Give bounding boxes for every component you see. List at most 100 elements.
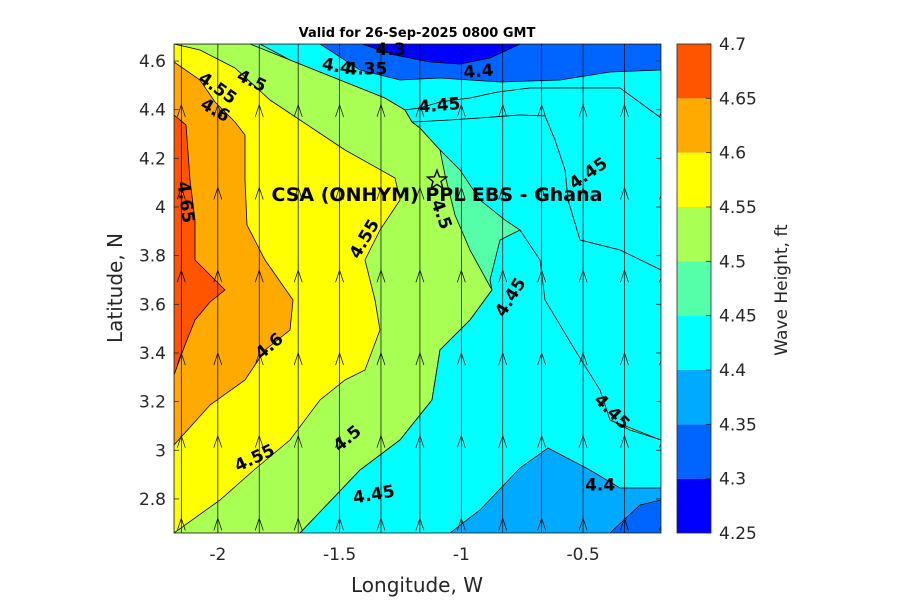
vector-arrowhead — [498, 103, 508, 117]
vector-arrowhead — [415, 186, 425, 200]
vector-arrowhead — [498, 269, 508, 283]
vector-arrowhead — [620, 103, 629, 117]
chart-title: Valid for 26-Sep-2025 0800 GMT — [299, 26, 536, 41]
vector-arrowhead — [213, 517, 223, 531]
colorbar-tick-label: 4.7 — [719, 35, 746, 55]
y-tick-label: 2.8 — [139, 490, 166, 510]
vector-arrowhead — [293, 517, 303, 531]
colorbar-tick-label: 4.6 — [719, 144, 746, 164]
vector-arrowhead — [176, 351, 186, 366]
x-tick-label: -0.5 — [566, 545, 599, 565]
vector-arrowhead — [176, 103, 186, 117]
y-tick-label: 4.4 — [139, 101, 166, 121]
vector-arrowhead — [176, 434, 186, 448]
plot-frame — [173, 43, 662, 534]
colorbar-tick-label: 4.4 — [719, 361, 746, 381]
colorbar-segment — [677, 424, 711, 479]
colorbar-segment — [677, 370, 711, 425]
vector-arrowhead — [456, 351, 466, 366]
colorbar-tick-label: 4.5 — [719, 252, 746, 272]
contour-fill-4.3-se — [609, 499, 661, 533]
y-tick-label: 4.2 — [139, 149, 166, 169]
vector-arrowhead — [176, 517, 186, 531]
vector-arrowhead — [415, 103, 425, 117]
colorbar-label: Wave Height, ft — [772, 224, 792, 356]
vector-arrowhead — [456, 103, 466, 117]
contour-label: 4.35 — [345, 59, 387, 79]
vector-arrowhead — [498, 351, 508, 366]
vector-arrowhead — [537, 186, 547, 200]
colorbar-segment — [677, 98, 711, 153]
y-tick-label: 3.6 — [139, 295, 166, 315]
vector-arrowhead — [537, 103, 547, 117]
colorbar-tick-label: 4.3 — [719, 470, 746, 490]
vector-arrowhead — [376, 434, 386, 448]
vector-arrowhead — [176, 186, 186, 200]
vector-arrowhead — [537, 434, 547, 448]
vector-arrowhead — [254, 517, 264, 531]
vector-arrowhead — [456, 269, 466, 283]
vector-arrowhead — [456, 434, 466, 448]
y-tick-label: 4.6 — [139, 52, 166, 72]
vector-arrowhead — [293, 351, 303, 366]
vector-arrowhead — [293, 103, 303, 117]
vector-arrowhead — [254, 269, 264, 283]
y-tick-label: 3 — [155, 441, 166, 461]
y-axis-label: Latitude, N — [103, 233, 127, 343]
colorbar-segment — [677, 315, 711, 370]
y-tick-label: 3.2 — [139, 393, 166, 413]
x-axis-label: Longitude, W — [351, 573, 483, 597]
vector-arrowhead — [456, 517, 466, 531]
vector-arrowhead — [335, 517, 344, 531]
colorbar-tick-label: 4.25 — [719, 524, 757, 544]
colorbar-frame — [676, 43, 712, 534]
y-axis: 2.8 3 3.2 3.4 3.6 3.8 4 4.2 4.4 4.6 — [139, 52, 661, 510]
colorbar-segment — [677, 44, 711, 99]
contour-label: 4.4 — [585, 475, 615, 495]
vector-arrowhead — [376, 186, 386, 200]
vector-arrowhead — [213, 351, 223, 366]
vector-arrowhead — [376, 103, 386, 117]
colorbar-tick-label: 4.55 — [719, 198, 757, 218]
vector-arrowhead — [578, 103, 588, 117]
vector-arrowhead — [537, 269, 547, 283]
vector-arrowhead — [335, 434, 344, 448]
colorbar-tick-label: 4.35 — [719, 415, 757, 435]
y-tick-label: 3.4 — [139, 344, 166, 364]
colorbar: 4.25 4.3 4.35 4.4 4.45 4.5 4.55 4.6 4.65 4.7 — [676, 35, 757, 544]
star-icon — [425, 168, 449, 190]
vector-arrowhead — [254, 434, 264, 448]
vector-arrowhead — [578, 186, 588, 200]
y-tick-label: 4 — [155, 198, 166, 218]
x-tick-label: -1 — [453, 545, 470, 565]
vector-arrowhead — [415, 434, 425, 448]
vector-arrowhead — [415, 351, 425, 366]
vector-arrowhead — [254, 186, 264, 200]
vector-arrowhead — [620, 186, 629, 200]
vector-arrowhead — [578, 434, 588, 448]
vector-arrowhead — [537, 351, 547, 366]
contour-fill-4.6 — [174, 61, 294, 446]
vector-arrowhead — [620, 269, 629, 283]
colorbar-segment — [677, 207, 711, 262]
colorbar-segment — [677, 152, 711, 207]
vector-arrowhead — [498, 186, 508, 200]
vector-arrowhead — [213, 434, 223, 448]
vector-arrowhead — [335, 269, 344, 283]
vector-arrowhead — [293, 434, 303, 448]
colorbar-tick-label: 4.65 — [719, 89, 757, 109]
colorbar-segment — [677, 261, 711, 316]
vector-arrowhead — [498, 434, 508, 448]
vector-arrowhead — [578, 269, 588, 283]
contour-label: 4.45 — [418, 94, 462, 118]
vector-arrowhead — [537, 517, 547, 531]
contour-label: 4.4 — [463, 60, 495, 83]
contour-fill-4.3 — [361, 44, 521, 65]
vector-arrowhead — [578, 351, 588, 366]
vector-arrowhead — [578, 517, 588, 531]
colorbar-segment — [677, 478, 711, 533]
vector-arrowhead — [213, 186, 223, 200]
wave-direction-vectors — [176, 44, 661, 533]
vector-arrowhead — [293, 186, 303, 200]
